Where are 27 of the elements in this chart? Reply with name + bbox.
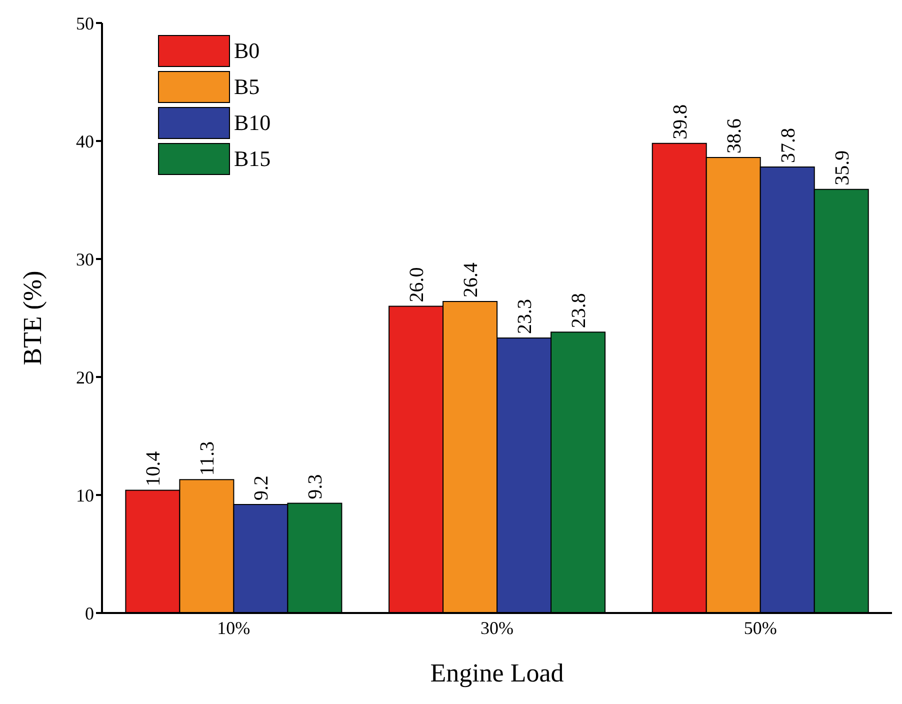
text: 26.4 xyxy=(460,262,482,298)
x-tick-label: 50% xyxy=(744,618,777,638)
text: 9.2 xyxy=(250,475,273,500)
x-tick-label: 10% xyxy=(217,618,250,638)
y-tick-label: 50 xyxy=(76,13,94,34)
y-tick-label: 0 xyxy=(85,603,94,624)
text: 10.4 xyxy=(142,451,165,486)
text: 11.3 xyxy=(196,441,219,476)
x-tick-label: 30% xyxy=(480,618,514,638)
y-tick-label: 40 xyxy=(76,131,94,152)
legend-label: B15 xyxy=(234,146,271,172)
y-tick-label: 30 xyxy=(76,249,94,270)
legend-label: B0 xyxy=(234,38,260,64)
y-tick-label: 20 xyxy=(76,367,94,388)
text: 39.8 xyxy=(669,104,692,140)
text: 23.8 xyxy=(568,293,590,328)
legend-label: B10 xyxy=(234,110,271,136)
text: 35.9 xyxy=(831,150,854,186)
text: 23.3 xyxy=(514,299,536,334)
y-tick-label: 10 xyxy=(76,485,94,506)
y-axis-title: BTE (%) xyxy=(18,270,48,366)
text: 38.6 xyxy=(723,118,746,154)
legend-label: B5 xyxy=(234,74,260,100)
x-axis-title: Engine Load xyxy=(430,658,564,688)
text: 37.8 xyxy=(777,128,800,163)
text: 26.0 xyxy=(406,267,428,302)
text: 9.3 xyxy=(304,474,327,500)
